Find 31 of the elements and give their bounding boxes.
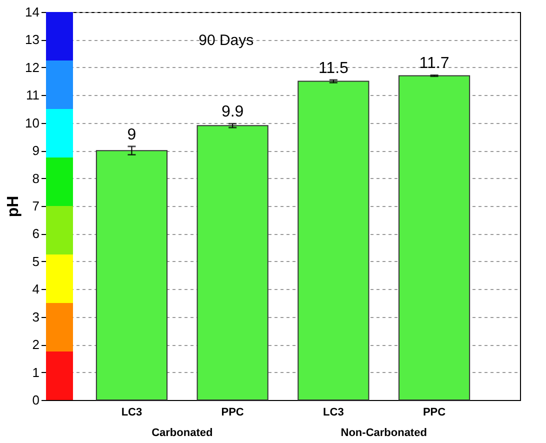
y-tick-label: 13 (25, 32, 40, 48)
bar (398, 75, 470, 400)
bar (298, 80, 370, 400)
y-tick-label: 11 (26, 88, 40, 103)
y-tick-label: 0 (32, 392, 40, 408)
y-tick-label: 5 (32, 254, 40, 269)
x-tick-label: LC3 (323, 406, 344, 418)
x-tick-label: LC3 (121, 406, 142, 418)
y-tick-label: 8 (32, 170, 40, 186)
annotation: 90 Days (198, 32, 254, 49)
bar (96, 150, 168, 400)
y-tick-label: 10 (25, 115, 40, 130)
bar (196, 125, 268, 400)
y-tick-label: 14 (25, 4, 40, 20)
y-tick-label: 2 (32, 337, 40, 352)
x-tick-label: PPC (422, 406, 446, 418)
data-label: 11.5 (318, 60, 349, 77)
y-tick-label: 9 (32, 143, 40, 158)
y-tick-label: 1 (32, 364, 40, 380)
data-label: 9 (127, 126, 136, 144)
text: Carbonated (152, 427, 213, 439)
data-label: 11.7 (419, 55, 450, 72)
y-tick-label: 4 (32, 282, 40, 297)
y-axis-title: pH (5, 196, 22, 218)
y-tick-label: 6 (32, 226, 40, 242)
y-tick-label: 12 (25, 60, 40, 75)
y-tick-label: 7 (32, 198, 40, 214)
x-tick-label: PPC (221, 406, 244, 418)
data-label: 9.9 (221, 104, 244, 121)
y-tick-label: 3 (32, 309, 40, 324)
text: Non-Carbonated (340, 427, 427, 439)
